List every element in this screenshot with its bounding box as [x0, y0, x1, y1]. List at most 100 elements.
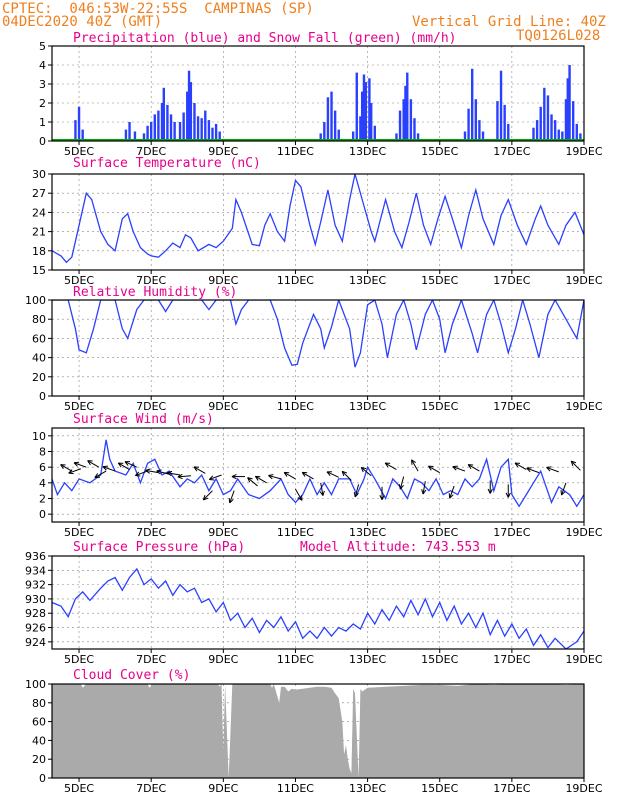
precip-bar: [133, 131, 137, 141]
wind-arrow-shaft: [341, 470, 352, 481]
wind-arrow-head: [102, 465, 108, 468]
precip-bar: [160, 103, 164, 141]
wind-arrow-head: [489, 488, 493, 494]
temp-xtick-label: 17DEC: [493, 274, 530, 287]
precip-panel: 0 1 2 3 4 5 5DEC 7DEC 9DEC 11DEC 13DEC 15DEC 17DEC 19…: [39, 31, 603, 158]
wind-arrow: [353, 484, 360, 498]
precip-bar: [74, 120, 77, 141]
precip-bar: [503, 104, 506, 141]
precip-bar: [406, 72, 409, 141]
wind-arrow: [87, 460, 100, 468]
wind-arrow-head: [571, 460, 577, 464]
precip-bar: [360, 91, 364, 141]
wind-arrow-shaft: [326, 471, 339, 478]
wind-arrow-shaft: [301, 471, 314, 480]
precip-bar: [169, 114, 173, 141]
wind-arrow-shaft: [399, 476, 405, 490]
wind-arrow-head: [202, 494, 206, 501]
cloud-xtick-label: 17DEC: [493, 782, 530, 795]
temp-panel: 15 18 21 24 27 30 5DEC 7DEC 9DEC 11DEC 13DEC 15DEC 1…: [32, 156, 603, 287]
wind-arrow-head: [135, 471, 140, 476]
wind-arrow: [452, 465, 466, 472]
wind-arrow-shaft: [422, 481, 426, 495]
wind-arrow-head: [526, 467, 531, 473]
wind-arrow: [487, 480, 493, 494]
station-header: CPTEC: 046:53W-22:55S CAMPINAS (SP): [2, 1, 314, 17]
precip-bar: [413, 118, 416, 141]
vertical-grid-note: Vertical Grid Line: 40Z: [412, 14, 606, 30]
wind-arrow: [117, 462, 130, 470]
rh-line: [52, 300, 584, 368]
precip-xtick-label: 17DEC: [493, 145, 530, 158]
wind-arrow-head: [422, 489, 427, 495]
wind-arrow-head: [360, 467, 364, 473]
wind-line: [52, 439, 584, 508]
wind-arrow-head: [156, 470, 161, 475]
rh-panel: 0 20 40 60 80 100 5DEC 7DEC 9DEC 11DEC 13DEC 15DEC 1…: [25, 285, 603, 413]
wind-arrow: [421, 481, 427, 495]
wind-arrow-shaft: [87, 460, 100, 468]
precip-bar: [507, 123, 510, 141]
wind-arrow-head: [411, 459, 417, 464]
wind-xtick-label: 7DEC: [136, 526, 166, 539]
precip-bar: [326, 97, 330, 141]
precip-bar: [553, 120, 557, 141]
cloud-frame: [51, 683, 585, 779]
wind-arrow: [379, 486, 385, 500]
wind-arrow-head: [203, 497, 209, 501]
wind-ytick-label: 8: [39, 446, 46, 459]
wind-arrow-head: [247, 477, 251, 483]
wind-arrow: [247, 477, 258, 487]
wind-arrow-head: [73, 461, 80, 464]
temp-frame: [51, 173, 585, 271]
precip-bar: [124, 129, 128, 141]
precip-ytick-label: 4: [39, 59, 46, 72]
cloud-ytick-label: 40: [32, 734, 46, 747]
precip-bar: [404, 85, 407, 141]
rh-xtick-label: 19DEC: [565, 400, 602, 413]
rh-xtick-label: 15DEC: [421, 400, 458, 413]
precip-bar: [566, 78, 569, 141]
wind-arrow: [283, 471, 296, 480]
wind-arrow: [326, 471, 339, 478]
rh-xtick-label: 9DEC: [208, 400, 238, 413]
wind-arrow-shaft: [526, 467, 540, 474]
wind-arrow-head: [208, 475, 214, 480]
wind-arrow-head: [229, 499, 234, 504]
precip-bar: [355, 72, 358, 141]
wind-arrow-head: [231, 473, 237, 478]
wind-arrow-head: [117, 462, 122, 468]
precip-ytick-label: 1: [39, 116, 46, 129]
wind-arrow: [193, 466, 206, 474]
precip-bar: [368, 78, 371, 141]
precip-bar: [364, 82, 367, 141]
wind-arrow-head: [399, 485, 404, 490]
wind-xtick-label: 17DEC: [493, 526, 530, 539]
wind-arrow: [570, 460, 581, 471]
wind-arrow-head: [177, 476, 183, 480]
wind-arrow-head: [167, 470, 173, 474]
press-ytick-label: 928: [25, 607, 46, 620]
rh-xtick-label: 13DEC: [349, 400, 386, 413]
wind-arrow-head: [353, 491, 356, 498]
wind-arrow: [102, 465, 116, 472]
wind-arrow-head: [379, 495, 383, 500]
precip-xtick-label: 13DEC: [349, 145, 386, 158]
precip-ytick-label: 0: [39, 135, 46, 148]
cloud-ytick-label: 100: [25, 678, 46, 691]
press-ytick-label: 934: [25, 564, 46, 577]
precip-bar: [550, 114, 553, 141]
precip-bar: [186, 91, 189, 141]
precip-bar: [373, 125, 377, 141]
precip-bar: [319, 133, 322, 141]
wind-arrow: [526, 467, 540, 474]
press-xtick-label: 17DEC: [493, 653, 530, 666]
precip-xtick-label: 19DEC: [565, 145, 602, 158]
wind-arrow: [135, 470, 148, 477]
wind-arrow-shaft: [145, 469, 159, 474]
wind-arrow: [301, 471, 314, 480]
wind-arrow-shaft: [320, 482, 324, 496]
press-ytick-label: 932: [25, 579, 46, 592]
wind-arrow-shaft: [73, 462, 87, 468]
wind-arrow-head: [354, 492, 359, 498]
